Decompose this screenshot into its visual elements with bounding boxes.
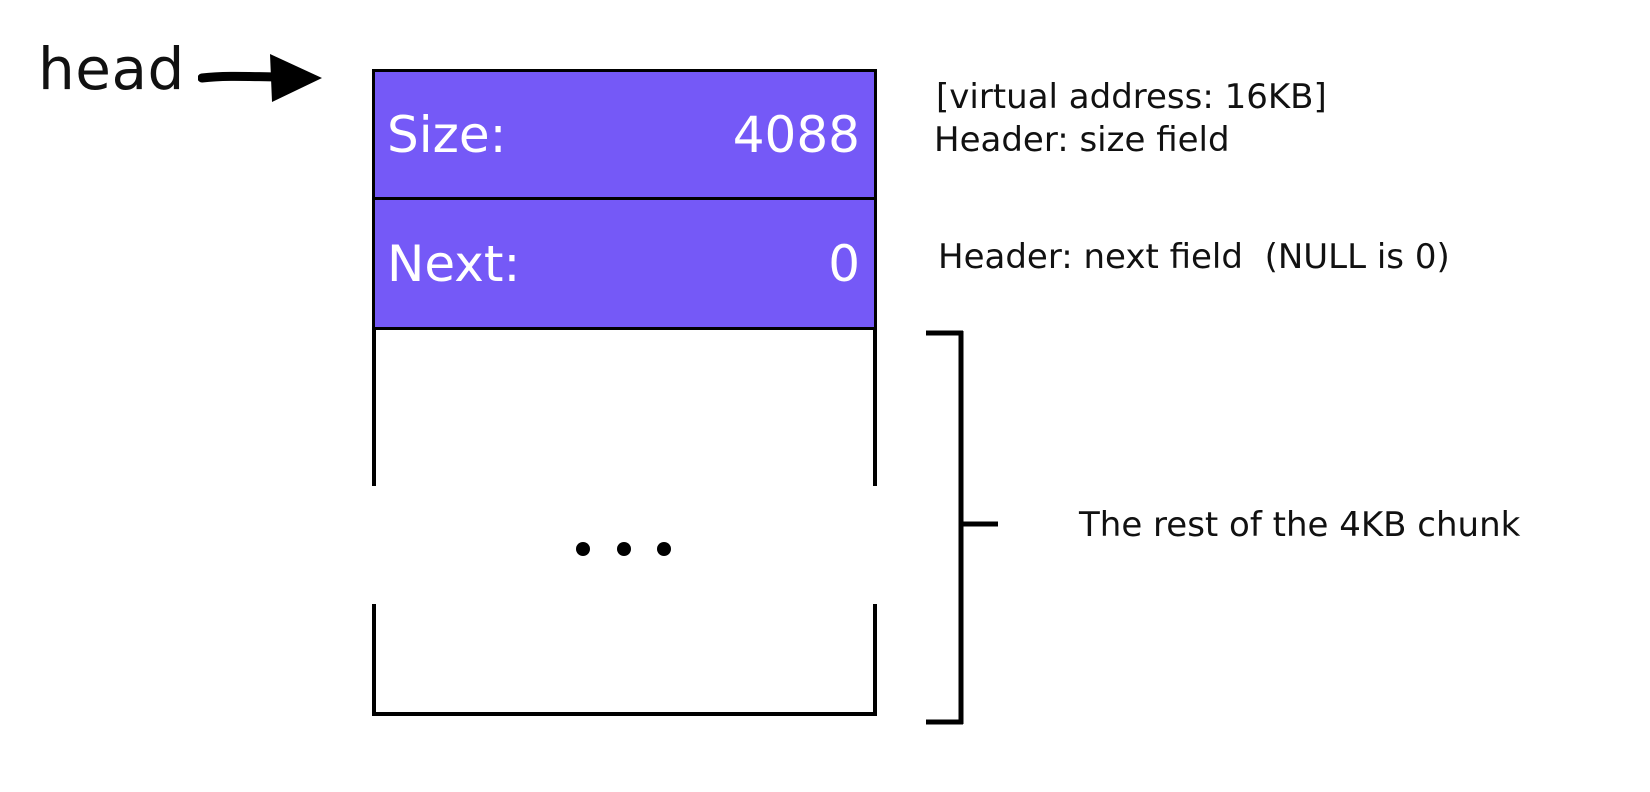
chunk-body-walls [372,329,877,716]
size-field-label: Size: [387,105,507,164]
ellipsis-dot [657,542,671,556]
ellipsis-dot [617,542,631,556]
virtual-address-note: [virtual address: 16KB] [936,77,1327,117]
rest-of-chunk-note: The rest of the 4KB chunk [1079,505,1521,545]
head-label: head [38,35,185,103]
ellipsis-dot [576,542,590,556]
size-field-note: Header: size field [934,120,1230,160]
next-field-note: Header: next field (NULL is 0) [938,237,1450,277]
size-field-value: 4088 [732,105,860,164]
head-pointer-arrow-icon [198,54,322,102]
header-size-cell: Size: 4088 [372,69,877,200]
next-field-label: Next: [387,234,521,293]
next-field-value: 0 [828,234,860,293]
chunk-bracket [926,330,998,725]
header-next-cell: Next: 0 [372,197,877,330]
ellipsis-dots [576,542,671,556]
